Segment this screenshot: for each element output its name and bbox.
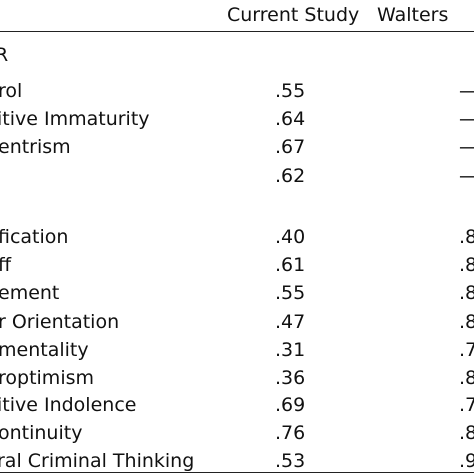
table-row: mentality .31 .7 bbox=[0, 338, 474, 366]
row-label: itive Indolence bbox=[0, 394, 137, 416]
table-row: rol .55 — bbox=[0, 79, 474, 107]
column-header-current-study: Current Study bbox=[227, 4, 360, 26]
walters-value: .9 bbox=[459, 450, 474, 472]
table-row: fication .40 .8 bbox=[0, 225, 474, 253]
current-study-value: .69 bbox=[275, 394, 306, 416]
walters-value: .8 bbox=[459, 367, 474, 389]
walters-value: .8 bbox=[459, 226, 474, 248]
row-label: ontinuity bbox=[0, 422, 83, 444]
walters-value: .8 bbox=[459, 422, 474, 444]
walters-value: .8 bbox=[459, 311, 474, 333]
table-row: itive Indolence .69 .7 bbox=[0, 393, 474, 421]
walters-value: .8 bbox=[459, 282, 474, 304]
table-row: entrism .67 — bbox=[0, 135, 474, 163]
row-label: ral Criminal Thinking bbox=[0, 450, 195, 472]
row-label: roptimism bbox=[0, 367, 95, 389]
table-row: .62 — bbox=[0, 164, 474, 192]
current-study-value: .53 bbox=[275, 450, 306, 472]
table-row: ral Criminal Thinking .53 .9 bbox=[0, 449, 474, 474]
column-header-walters: Walters bbox=[377, 4, 449, 26]
row-label: ff bbox=[0, 254, 12, 276]
header-rule bbox=[0, 31, 474, 32]
table-row: ement .55 .8 bbox=[0, 281, 474, 309]
current-study-value: .62 bbox=[275, 165, 306, 187]
current-study-value: .40 bbox=[275, 226, 306, 248]
row-label: itive Immaturity bbox=[0, 108, 150, 130]
row-label: fication bbox=[0, 226, 69, 248]
walters-value: — bbox=[459, 164, 474, 188]
table-row: r Orientation .47 .8 bbox=[0, 310, 474, 338]
walters-value: — bbox=[459, 79, 474, 103]
row-label: r Orientation bbox=[0, 311, 120, 333]
current-study-value: .55 bbox=[275, 282, 306, 304]
table-row: ontinuity .76 .8 bbox=[0, 421, 474, 449]
current-study-value: .31 bbox=[275, 339, 306, 361]
walters-value: .7 bbox=[459, 339, 474, 361]
row-label: ement bbox=[0, 282, 60, 304]
row-label: entrism bbox=[0, 136, 71, 158]
current-study-value: .47 bbox=[275, 311, 306, 333]
current-study-value: .76 bbox=[275, 422, 306, 444]
table-row: roptimism .36 .8 bbox=[0, 366, 474, 394]
row-label: mentality bbox=[0, 339, 89, 361]
table-row: itive Immaturity .64 — bbox=[0, 107, 474, 135]
current-study-value: .67 bbox=[275, 136, 306, 158]
current-study-value: .55 bbox=[275, 80, 306, 102]
walters-value: — bbox=[459, 135, 474, 159]
walters-value: — bbox=[459, 107, 474, 131]
table-row: ff .61 .8 bbox=[0, 253, 474, 281]
walters-value: .8 bbox=[459, 254, 474, 276]
section-label: R bbox=[0, 44, 9, 66]
current-study-value: .61 bbox=[275, 254, 306, 276]
row-label: rol bbox=[0, 80, 23, 102]
walters-value: .7 bbox=[459, 394, 474, 416]
current-study-value: .36 bbox=[275, 367, 306, 389]
current-study-value: .64 bbox=[275, 108, 306, 130]
bottom-rule bbox=[0, 472, 474, 473]
